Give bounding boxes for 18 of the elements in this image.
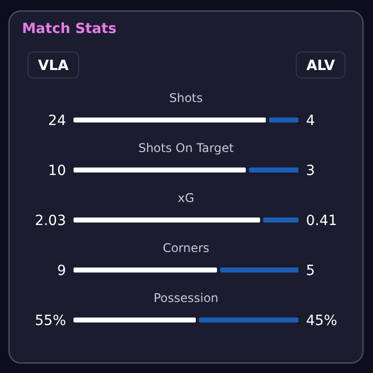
text: ALV [306, 58, 336, 74]
data-label: 0.41 [306, 213, 338, 229]
chart-title: Possession [154, 291, 218, 305]
data-label: 10 [48, 163, 66, 179]
data-label: 2.03 [34, 213, 66, 229]
text: Match Stats [22, 21, 116, 37]
data-label: 4 [306, 113, 315, 129]
chart-title: xG [178, 191, 194, 205]
chart-title: Corners [162, 241, 210, 255]
data-label: 5 [306, 263, 315, 279]
data-label: 3 [306, 163, 315, 179]
chart-title: Shots [169, 91, 203, 105]
data-label: 55% [34, 313, 66, 329]
data-label: 45% [306, 313, 338, 329]
chart-title: Shots On Target [138, 141, 234, 155]
data-label: 9 [57, 263, 66, 279]
data-label: 24 [48, 113, 66, 129]
text: VLA [38, 58, 69, 74]
